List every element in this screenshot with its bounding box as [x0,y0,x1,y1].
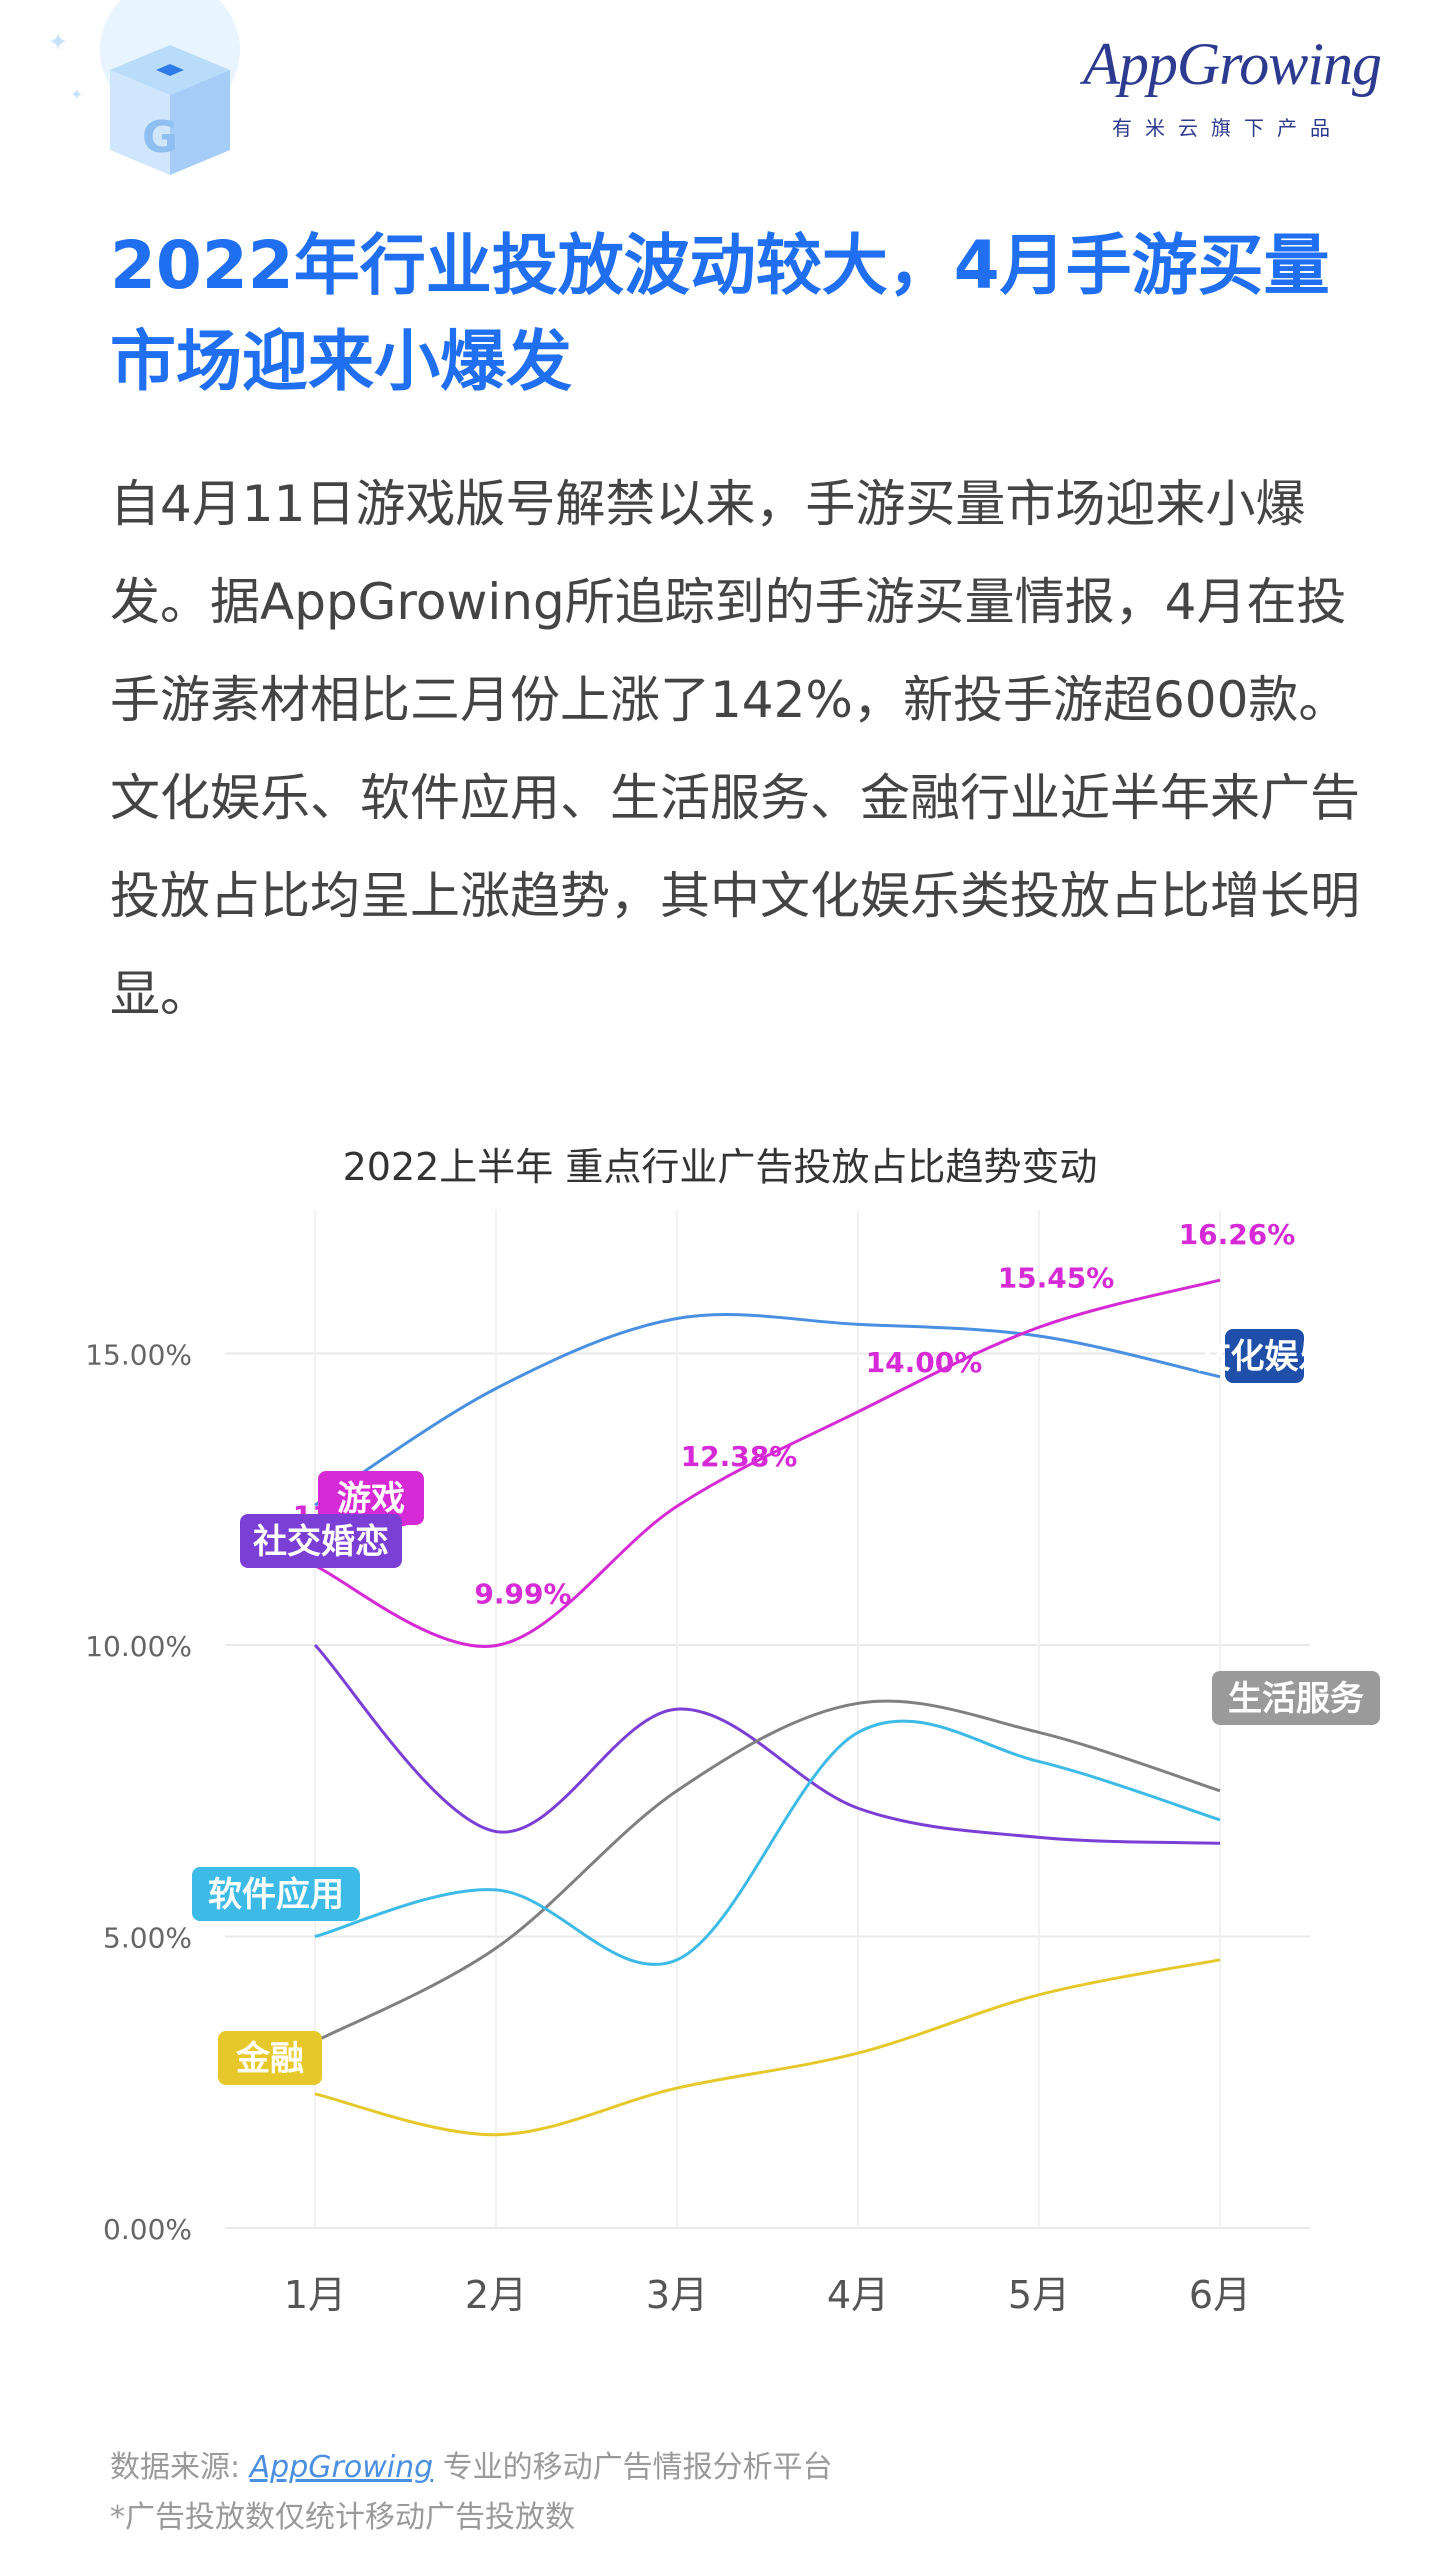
footnote: *广告投放数仅统计移动广告投放数 [110,2500,575,2535]
x-tick-label: 4月 [827,2273,889,2317]
line-chart: 2022上半年 重点行业广告投放占比趋势变动 0.00% 5.00% 10.00% 15… [85,1145,1380,2317]
x-tick-label: 3月 [646,2273,708,2317]
series-badge-软件应用 [192,1867,360,1921]
series-badge-label: 社交婚恋 [253,1522,389,1562]
logo-tagline: 有米云旗下产品 [1112,116,1343,140]
series-badge-label: 金融 [235,2039,304,2079]
series-line-文化娱乐 [314,1312,1221,1507]
data-label: 9.99% [474,1578,571,1611]
y-tick-label: 0.00% [103,2213,192,2246]
svg-text:G: G [142,112,178,163]
brand-logo: AppGrowing 有米云旗下产品 [1061,30,1382,140]
data-label: 16.26% [1179,1218,1296,1251]
x-tick-label: 6月 [1189,2273,1251,2317]
x-tick-label: 2月 [465,2273,527,2317]
series-badge-生活服务 [1212,1671,1380,1725]
data-source: 数据来源: AppGrowing 专业的移动广告情报分析平台 [110,2442,833,2486]
series-line-游戏 [314,1278,1221,1648]
svg-text:✦: ✦ [70,85,83,104]
series-line-软件应用 [314,1719,1221,1966]
svg-text:✦: ✦ [48,28,68,56]
series-badge-label: 游戏 [337,1479,405,1519]
source-label: 数据来源: [110,2450,241,2485]
series-badge-label: 文化娱乐 [1197,1337,1333,1377]
y-tick-label: 10.00% [85,1630,192,1663]
series-badge-label: 生活服务 [1228,1679,1364,1719]
source-description: 专业的移动广告情报分析平台 [442,2450,833,2485]
x-tick-label: 1月 [284,2273,346,2317]
decorative-cube-icon: G ✦ ✦ [48,0,240,175]
source-link[interactable]: AppGrowing [249,2450,434,2485]
logo-wordmark: AppGrowing [1083,31,1382,97]
y-tick-label: 15.00% [85,1339,192,1372]
series-line-金融 [314,1958,1221,2137]
intro-paragraph: 自4月11日游戏版号解禁以来，手游买量市场迎来小爆发。据AppGrowing所追… [110,475,1360,1023]
series-badge-金融 [218,2031,322,2085]
series-badge-文化娱乐 [1225,1329,1304,1383]
series-badge-社交婚恋 [240,1514,402,1568]
chart-title: 2022上半年 重点行业广告投放占比趋势变动 [343,1145,1098,1189]
page-title: 2022年行业投放波动较大，4月手游买量市场迎来小爆发 [110,227,1330,400]
series-line-生活服务 [314,1699,1221,2043]
x-tick-label: 5月 [1008,2273,1070,2317]
y-tick-label: 5.00% [103,1922,192,1955]
data-label: 14.00% [866,1346,983,1379]
series-badge-游戏 [318,1471,424,1525]
data-label: 15.45% [998,1261,1115,1294]
series-line-社交婚恋 [313,1643,1221,1845]
series-badge-label: 软件应用 [208,1875,344,1915]
data-label: 12.38% [681,1440,798,1473]
